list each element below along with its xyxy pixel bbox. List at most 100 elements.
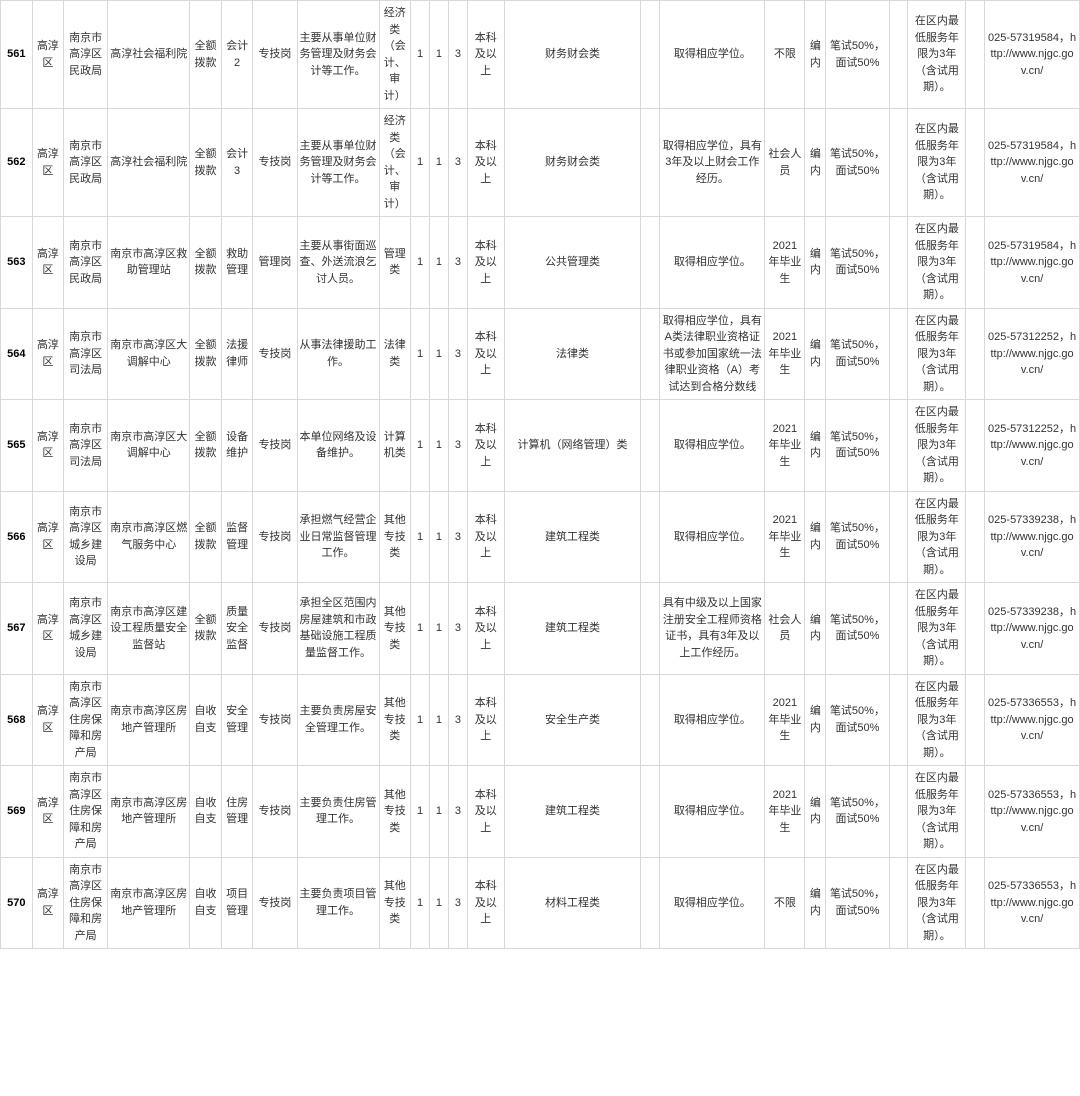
cell-c19: 笔试50%，面试50%	[826, 308, 889, 400]
cell-c3: 南京市高淳区司法局	[64, 308, 108, 400]
cell-c17: 2021年毕业生	[765, 491, 805, 583]
cell-c12: 3	[448, 1, 467, 109]
cell-c10: 1	[411, 674, 430, 766]
cell-c23: 025-57336553，http://www.njgc.gov.cn/	[985, 857, 1080, 949]
table-row: 567高淳区南京市高淳区城乡建设局南京市高淳区建设工程质量安全监督站全额拨款质量…	[1, 583, 1080, 675]
cell-c6: 住房管理	[221, 766, 253, 858]
cell-c15	[641, 674, 660, 766]
cell-c11: 1	[430, 491, 449, 583]
cell-c11: 1	[430, 308, 449, 400]
cell-c18: 编内	[805, 766, 826, 858]
table-row: 565高淳区南京市高淳区司法局南京市高淳区大调解中心全额拨款设备维护专技岗本单位…	[1, 400, 1080, 492]
cell-c7: 管理岗	[253, 217, 297, 309]
cell-c6: 法援律师	[221, 308, 253, 400]
cell-c2: 高淳区	[32, 109, 64, 217]
cell-c15	[641, 491, 660, 583]
cell-c7: 专技岗	[253, 1, 297, 109]
cell-c12: 3	[448, 400, 467, 492]
cell-c11: 1	[430, 674, 449, 766]
cell-c17: 2021年毕业生	[765, 674, 805, 766]
cell-c9: 其他专技类	[379, 857, 411, 949]
cell-c8: 主要负责项目管理工作。	[297, 857, 379, 949]
cell-c14: 建筑工程类	[504, 491, 641, 583]
cell-c19: 笔试50%，面试50%	[826, 217, 889, 309]
cell-c7: 专技岗	[253, 674, 297, 766]
cell-c11: 1	[430, 400, 449, 492]
cell-c3: 南京市高淳区民政局	[64, 217, 108, 309]
cell-c21: 在区内最低服务年限为3年（含试用期）。	[908, 674, 966, 766]
cell-c2: 高淳区	[32, 674, 64, 766]
cell-c11: 1	[430, 1, 449, 109]
cell-c8: 主要从事街面巡查、外送流浪乞讨人员。	[297, 217, 379, 309]
cell-c16: 取得相应学位。	[660, 217, 765, 309]
cell-c16: 取得相应学位，具有A类法律职业资格证书或参加国家统一法律职业资格（A）考试达到合…	[660, 308, 765, 400]
cell-c15	[641, 857, 660, 949]
cell-c18: 编内	[805, 857, 826, 949]
cell-c22	[966, 674, 985, 766]
cell-c9: 其他专技类	[379, 491, 411, 583]
cell-c23: 025-57312252，http://www.njgc.gov.cn/	[985, 400, 1080, 492]
cell-c4: 南京市高淳区大调解中心	[108, 308, 190, 400]
cell-c9: 管理类	[379, 217, 411, 309]
cell-c15	[641, 308, 660, 400]
cell-c18: 编内	[805, 583, 826, 675]
cell-c21: 在区内最低服务年限为3年（含试用期）。	[908, 217, 966, 309]
cell-c10: 1	[411, 766, 430, 858]
cell-c9: 经济类（会计、审计）	[379, 1, 411, 109]
cell-c4: 南京市高淳区燃气服务中心	[108, 491, 190, 583]
cell-c12: 3	[448, 766, 467, 858]
cell-c21: 在区内最低服务年限为3年（含试用期）。	[908, 766, 966, 858]
cell-c8: 承担全区范围内房屋建筑和市政基础设施工程质量监督工作。	[297, 583, 379, 675]
cell-c17: 不限	[765, 1, 805, 109]
cell-c11: 1	[430, 857, 449, 949]
cell-c7: 专技岗	[253, 583, 297, 675]
cell-c17: 2021年毕业生	[765, 308, 805, 400]
cell-c12: 3	[448, 109, 467, 217]
cell-c1: 563	[1, 217, 33, 309]
cell-c2: 高淳区	[32, 400, 64, 492]
cell-c19: 笔试50%，面试50%	[826, 583, 889, 675]
cell-c12: 3	[448, 491, 467, 583]
cell-c1: 564	[1, 308, 33, 400]
cell-c14: 安全生产类	[504, 674, 641, 766]
cell-c18: 编内	[805, 674, 826, 766]
cell-c19: 笔试50%，面试50%	[826, 491, 889, 583]
cell-c20	[889, 857, 908, 949]
cell-c1: 561	[1, 1, 33, 109]
cell-c4: 南京市高淳区救助管理站	[108, 217, 190, 309]
cell-c3: 南京市高淳区住房保障和房产局	[64, 674, 108, 766]
table-row: 561高淳区南京市高淳区民政局高淳社会福利院全额拨款会计2专技岗主要从事单位财务…	[1, 1, 1080, 109]
cell-c5: 自收自支	[190, 857, 222, 949]
cell-c2: 高淳区	[32, 217, 64, 309]
cell-c13: 本科及以上	[467, 217, 504, 309]
cell-c4: 南京市高淳区建设工程质量安全监督站	[108, 583, 190, 675]
cell-c21: 在区内最低服务年限为3年（含试用期）。	[908, 109, 966, 217]
cell-c16: 取得相应学位，具有3年及以上财会工作经历。	[660, 109, 765, 217]
cell-c1: 569	[1, 766, 33, 858]
cell-c20	[889, 217, 908, 309]
cell-c10: 1	[411, 583, 430, 675]
cell-c2: 高淳区	[32, 766, 64, 858]
cell-c19: 笔试50%，面试50%	[826, 766, 889, 858]
cell-c14: 计算机（网络管理）类	[504, 400, 641, 492]
cell-c5: 全额拨款	[190, 217, 222, 309]
cell-c1: 568	[1, 674, 33, 766]
cell-c6: 救助管理	[221, 217, 253, 309]
cell-c5: 全额拨款	[190, 308, 222, 400]
cell-c5: 全额拨款	[190, 491, 222, 583]
cell-c4: 南京市高淳区房地产管理所	[108, 674, 190, 766]
cell-c20	[889, 308, 908, 400]
cell-c6: 会计3	[221, 109, 253, 217]
cell-c2: 高淳区	[32, 308, 64, 400]
table-row: 564高淳区南京市高淳区司法局南京市高淳区大调解中心全额拨款法援律师专技岗从事法…	[1, 308, 1080, 400]
table-row: 566高淳区南京市高淳区城乡建设局南京市高淳区燃气服务中心全额拨款监督管理专技岗…	[1, 491, 1080, 583]
cell-c2: 高淳区	[32, 1, 64, 109]
cell-c10: 1	[411, 217, 430, 309]
cell-c14: 财务财会类	[504, 1, 641, 109]
cell-c23: 025-57319584，http://www.njgc.gov.cn/	[985, 1, 1080, 109]
cell-c22	[966, 308, 985, 400]
cell-c17: 2021年毕业生	[765, 400, 805, 492]
cell-c13: 本科及以上	[467, 109, 504, 217]
cell-c14: 法律类	[504, 308, 641, 400]
cell-c1: 567	[1, 583, 33, 675]
